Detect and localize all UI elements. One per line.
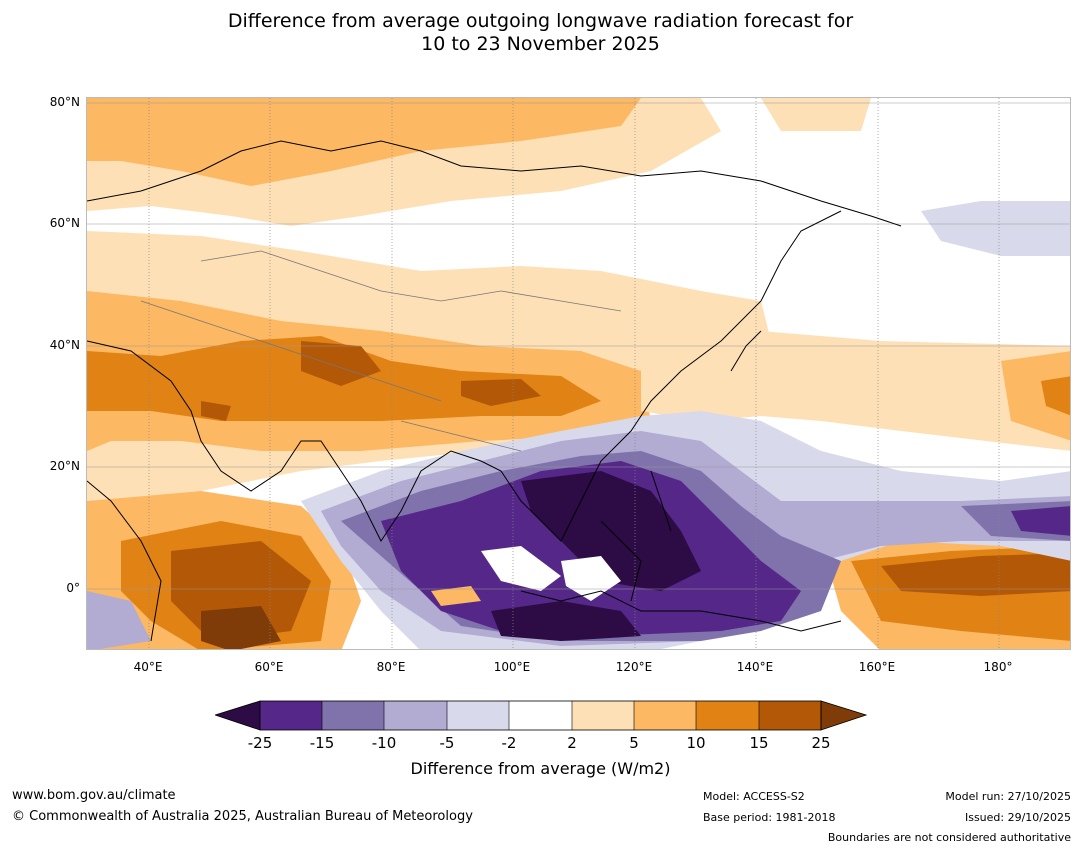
lat-label-60n: 60°N bbox=[49, 216, 80, 230]
title-line-2: 10 to 23 November 2025 bbox=[421, 33, 660, 55]
title-line-1: Difference from average outgoing longwav… bbox=[227, 10, 854, 32]
copyright-text: © Commonwealth of Australia 2025, Austra… bbox=[12, 809, 473, 824]
lat-label-40n: 40°N bbox=[49, 338, 80, 352]
model-run-text: Model run: 27/10/2025 bbox=[945, 790, 1071, 803]
colorbar-bin-6 bbox=[572, 701, 634, 730]
colorbar-tick: 15 bbox=[749, 734, 769, 752]
olr-anomaly-map bbox=[86, 97, 1071, 650]
map-title: Difference from average outgoing longwav… bbox=[0, 10, 1081, 56]
colorbar-over-triangle bbox=[820, 700, 867, 731]
colorbar-tick: 5 bbox=[629, 734, 639, 752]
colorbar-tick: -15 bbox=[309, 734, 335, 752]
colorbar-tick: 25 bbox=[811, 734, 831, 752]
lon-label-140e: 140°E bbox=[736, 660, 774, 674]
colorbar-tick: 2 bbox=[567, 734, 577, 752]
lon-label-80e: 80°E bbox=[376, 660, 406, 674]
lon-label-60e: 60°E bbox=[254, 660, 284, 674]
lon-label-100e: 100°E bbox=[493, 660, 531, 674]
colorbar-bin-1 bbox=[260, 701, 322, 730]
lon-label-120e: 120°E bbox=[615, 660, 653, 674]
colorbar-tick: 10 bbox=[686, 734, 706, 752]
website-link[interactable]: www.bom.gov.au/climate bbox=[12, 788, 176, 803]
colorbar-tick: -5 bbox=[439, 734, 455, 752]
colorbar-tick: -2 bbox=[501, 734, 517, 752]
colorbar-tick: -10 bbox=[371, 734, 397, 752]
lon-label-160e: 160°E bbox=[858, 660, 896, 674]
disclaimer-text: Boundaries are not considered authoritat… bbox=[827, 831, 1071, 844]
map-canvas bbox=[87, 98, 1070, 649]
colorbar-bin-8 bbox=[696, 701, 759, 730]
lat-label-0: 0° bbox=[66, 581, 80, 595]
colorbar-bin-9 bbox=[759, 701, 821, 730]
base-period-text: Base period: 1981-2018 bbox=[703, 811, 836, 824]
lat-label-20n: 20°N bbox=[49, 459, 80, 473]
colorbar-bin-7 bbox=[634, 701, 696, 730]
lon-label-40e: 40°E bbox=[133, 660, 163, 674]
colorbar bbox=[215, 700, 867, 731]
model-text: Model: ACCESS-S2 bbox=[703, 790, 805, 803]
lat-label-80n: 80°N bbox=[49, 95, 80, 109]
colorbar-bin-5 bbox=[509, 701, 572, 730]
colorbar-bin-3 bbox=[384, 701, 447, 730]
colorbar-bin-2 bbox=[322, 701, 384, 730]
colorbar-title: Difference from average (W/m2) bbox=[410, 759, 671, 778]
lon-label-180: 180° bbox=[983, 660, 1013, 674]
issued-text: Issued: 29/10/2025 bbox=[964, 811, 1071, 824]
colorbar-tick: -25 bbox=[247, 734, 273, 752]
colorbar-under-triangle bbox=[215, 700, 261, 731]
colorbar-bin-4 bbox=[447, 701, 509, 730]
